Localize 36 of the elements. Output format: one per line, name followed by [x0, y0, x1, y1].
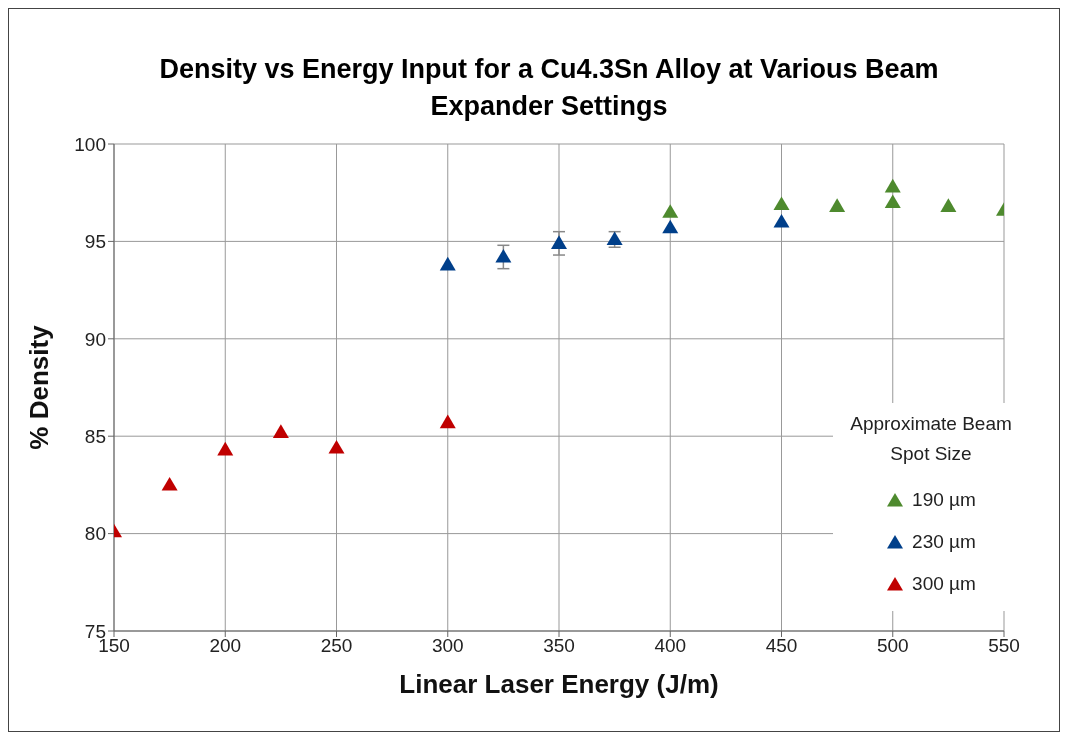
y-tick-label: 95: [84, 231, 106, 253]
y-axis-title: % Density: [24, 324, 55, 450]
x-tick-label: 300: [431, 635, 464, 657]
point: [328, 439, 345, 454]
y-tick-label: 80: [84, 523, 106, 545]
y-tick-label: 85: [84, 425, 106, 447]
x-axis-title: Linear Laser Energy (J/m): [399, 669, 719, 699]
y-tick-label: 90: [84, 328, 106, 350]
point: [272, 424, 289, 438]
x-tick-label: 350: [543, 635, 575, 657]
point: [773, 196, 790, 210]
point: [495, 248, 512, 263]
x-tick-label: 200: [209, 635, 242, 657]
legend-label: 190 µm: [912, 489, 976, 511]
y-tick-label: 100: [74, 133, 106, 155]
point: [662, 204, 679, 218]
point: [161, 476, 178, 491]
legend-title: Approximate Beam Spot Size: [849, 412, 1013, 466]
x-tick-label: 500: [876, 635, 909, 657]
point: [940, 198, 957, 212]
chart-title: Density vs Energy Input for a Cu4.3Sn Alloy at Various Beam Expander Settings: [158, 53, 940, 123]
point: [217, 441, 234, 456]
legend-label: 230 µm: [912, 531, 976, 553]
point: [884, 194, 901, 209]
x-tick-label: 250: [320, 635, 353, 657]
point: [439, 414, 456, 429]
point: [773, 213, 790, 228]
legend-label: 300 µm: [912, 573, 976, 595]
point: [662, 219, 679, 234]
point: [439, 256, 456, 271]
x-tick-label: 550: [988, 635, 1020, 657]
x-tick-label: 450: [765, 635, 798, 657]
x-tick-label: 400: [654, 635, 687, 657]
point: [551, 235, 567, 249]
point: [829, 198, 846, 212]
point: [884, 178, 901, 193]
